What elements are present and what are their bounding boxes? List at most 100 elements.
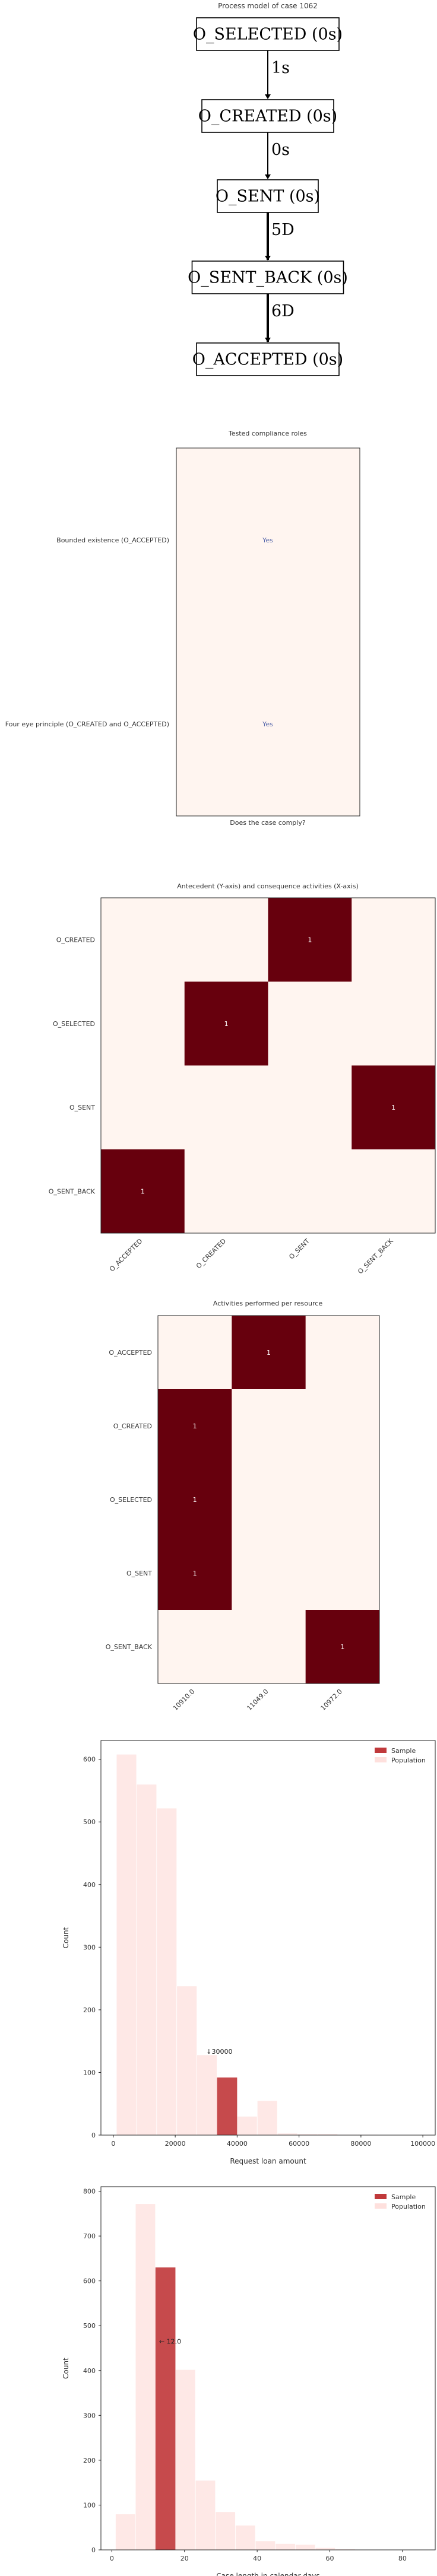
compliance-plot — [176, 448, 360, 816]
y-tick-label: 100 — [83, 2069, 96, 2076]
x-tick-label: 100000 — [410, 2140, 435, 2148]
population-bar — [255, 2541, 276, 2550]
process-node: O_CREATED (0s) — [198, 100, 337, 132]
heatmap-col-label: 10910.0 — [172, 1688, 196, 1712]
x-axis-label: Request loan amount — [230, 2157, 306, 2165]
compliance-title: Tested compliance roles — [228, 430, 307, 437]
heatmap-row-label: O_CREATED — [56, 936, 95, 944]
loan-amount-histogram: 0 20000 40000 60000 80000 100000 0 100 200 300 400… — [62, 1740, 435, 2165]
process-edge: 6D — [268, 294, 294, 342]
heatmap-row-label: O_SELECTED — [53, 1020, 95, 1028]
y-tick-label: 600 — [83, 2278, 96, 2285]
population-bar — [175, 2369, 195, 2550]
population-bar — [115, 2514, 135, 2550]
legend-swatch-population — [375, 2203, 387, 2209]
x-tick-label: 40 — [253, 2555, 261, 2562]
annotation-label: ↓30000 — [206, 2048, 232, 2056]
process-edge-label: 1s — [271, 59, 290, 77]
y-tick-label: 0 — [91, 2132, 96, 2139]
process-node: O_SENT_BACK (0s) — [188, 261, 348, 294]
population-bar — [237, 2116, 257, 2135]
population-bar — [135, 2204, 156, 2550]
heatmap-col-label: O_CREATED — [195, 1237, 227, 1270]
process-node: O_SENT (0s) — [216, 180, 320, 212]
y-tick-label: 400 — [83, 1881, 96, 1889]
x-tick-label: 20000 — [165, 2140, 186, 2148]
legend-label-population: Population — [391, 2203, 426, 2210]
process-model-title: Process model of case 1062 — [218, 2, 318, 10]
heatmap-col-label: 10972.0 — [319, 1688, 344, 1712]
legend-swatch-sample — [375, 2194, 387, 2199]
population-bar — [197, 2055, 217, 2135]
legend-label-population: Population — [391, 1756, 426, 1764]
y-tick-label: 400 — [83, 2367, 96, 2375]
process-edge-label: 0s — [271, 141, 290, 159]
sample-bar — [156, 2267, 176, 2550]
population-bar — [235, 2525, 255, 2550]
heatmap-row-label: O_SELECTED — [110, 1496, 152, 1504]
process-model: Process model of case 1062 O_SELECTED (0… — [188, 2, 348, 376]
population-bar — [295, 2545, 315, 2550]
compliance-value: Yes — [262, 536, 273, 544]
compliance-xlabel: Does the case comply? — [230, 819, 306, 827]
antecedent-chart: Antecedent (Y-axis) and consequence acti… — [49, 882, 435, 1275]
process-edge: 5D — [268, 212, 294, 260]
process-node-label: O_CREATED (0s) — [198, 107, 337, 126]
compliance-value: Yes — [262, 720, 273, 728]
heatmap-cell-value: 1 — [308, 936, 312, 944]
heatmap-cell-value: 1 — [391, 1104, 395, 1111]
process-edge-label: 5D — [271, 221, 294, 239]
heatmap-row-label: O_SENT_BACK — [49, 1187, 96, 1195]
process-node-label: O_SELECTED (0s) — [193, 26, 343, 44]
y-tick-label: 500 — [83, 1818, 96, 1826]
heatmap-col-label: O_SENT — [287, 1237, 311, 1261]
y-tick-label: 800 — [83, 2188, 96, 2196]
heatmap-row-label: O_SENT — [126, 1570, 152, 1577]
population-bar — [195, 2480, 216, 2550]
compliance-chart: Tested compliance roles Bounded existenc… — [5, 430, 360, 827]
y-tick-label: 500 — [83, 2322, 96, 2330]
legend-swatch-population — [375, 1757, 387, 1762]
heatmap-row-label: O_ACCEPTED — [109, 1349, 152, 1357]
compliance-row-label: Four eye principle (O_CREATED and O_ACCE… — [5, 720, 169, 728]
y-tick-label: 300 — [83, 2412, 96, 2419]
population-bar — [157, 1808, 177, 2135]
population-bar — [177, 1986, 197, 2135]
x-tick-label: 20 — [180, 2555, 189, 2562]
compliance-row-label: Bounded existence (O_ACCEPTED) — [56, 536, 169, 544]
x-tick-label: 80000 — [350, 2140, 371, 2148]
heatmap-cell-value: 1 — [224, 1020, 229, 1028]
heatmap-cell-value: 1 — [193, 1422, 197, 1430]
heatmap-cell-value: 1 — [267, 1349, 271, 1357]
resource-title: Activities performed per resource — [213, 1300, 322, 1307]
heatmap-cell-value: 1 — [340, 1643, 344, 1651]
process-node: O_ACCEPTED (0s) — [192, 343, 343, 376]
antecedent-title: Antecedent (Y-axis) and consequence acti… — [177, 882, 359, 890]
population-bar — [315, 2548, 335, 2550]
y-tick-label: 0 — [91, 2546, 96, 2554]
heatmap-cell-value: 1 — [193, 1496, 197, 1504]
process-node-label: O_SENT (0s) — [216, 188, 320, 206]
x-tick-label: 40000 — [227, 2140, 248, 2148]
resource-chart: Activities performed per resource 1 1 1 1 1 O… — [106, 1300, 379, 1712]
population-bar — [276, 2543, 296, 2550]
y-axis-label: Count — [62, 2358, 70, 2379]
y-tick-label: 200 — [83, 2457, 96, 2464]
heatmap-row-label: O_SENT_BACK — [106, 1643, 153, 1651]
process-edge: 1s — [268, 50, 290, 99]
y-tick-label: 300 — [83, 1943, 96, 1951]
x-tick-label: 0 — [111, 2140, 115, 2148]
heatmap-row-label: O_SENT — [69, 1104, 95, 1111]
process-node: O_SELECTED (0s) — [193, 18, 343, 50]
population-bar — [137, 1784, 157, 2135]
x-tick-label: 80 — [398, 2555, 407, 2562]
y-tick-label: 200 — [83, 2006, 96, 2014]
heatmap-cell-value: 1 — [141, 1187, 145, 1195]
population-bar — [216, 2512, 236, 2550]
y-tick-label: 700 — [83, 2232, 96, 2240]
process-node-label: O_SENT_BACK (0s) — [188, 269, 348, 287]
population-bar — [257, 2101, 277, 2135]
x-tick-label: 60000 — [289, 2140, 309, 2148]
